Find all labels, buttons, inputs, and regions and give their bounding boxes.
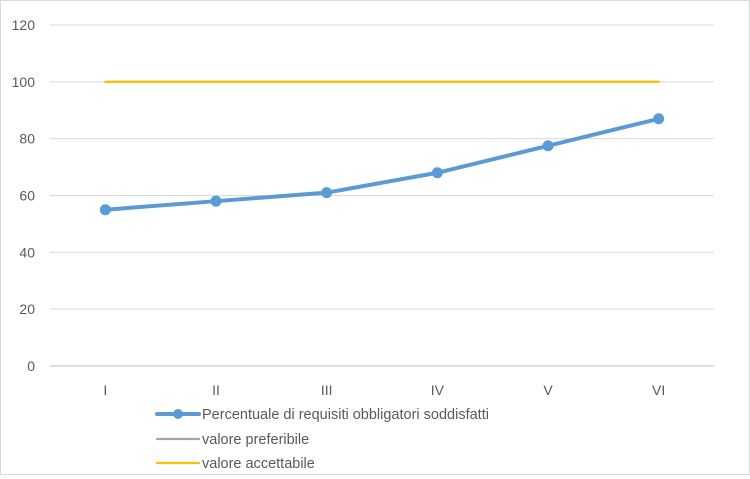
y-tick-label: 20	[19, 301, 35, 317]
x-axis-tick-labels: I II III IV V VI	[103, 382, 665, 398]
y-tick-label: 0	[27, 358, 35, 374]
y-tick-label: 120	[12, 17, 36, 33]
x-tick-label: VI	[652, 382, 665, 398]
series-group	[99, 80, 665, 216]
data-point	[99, 204, 111, 216]
y-axis-tick-labels: 0 20 40 60 80 100 120	[12, 17, 36, 374]
data-point	[210, 195, 222, 207]
gridlines	[50, 24, 714, 367]
legend-marker	[173, 409, 183, 419]
series-line-0	[103, 116, 661, 212]
data-point	[431, 167, 443, 179]
legend-label: valore preferibile	[202, 432, 309, 448]
y-tick-label: 100	[12, 74, 36, 90]
x-tick-label: III	[321, 382, 333, 398]
data-point	[321, 187, 333, 199]
x-tick-label: II	[212, 382, 220, 398]
legend-label: valore accettabile	[202, 456, 315, 472]
y-tick-label: 60	[19, 188, 35, 204]
x-tick-label: IV	[431, 382, 445, 398]
x-tick-label: V	[543, 382, 553, 398]
data-point	[653, 113, 665, 125]
data-point	[542, 140, 554, 152]
y-tick-label: 40	[19, 244, 35, 260]
x-tick-label: I	[103, 382, 107, 398]
legend-label: Percentuale di requisiti obbligatori sod…	[202, 407, 489, 423]
y-tick-label: 80	[19, 131, 35, 147]
legend: Percentuale di requisiti obbligatori sod…	[155, 407, 489, 472]
